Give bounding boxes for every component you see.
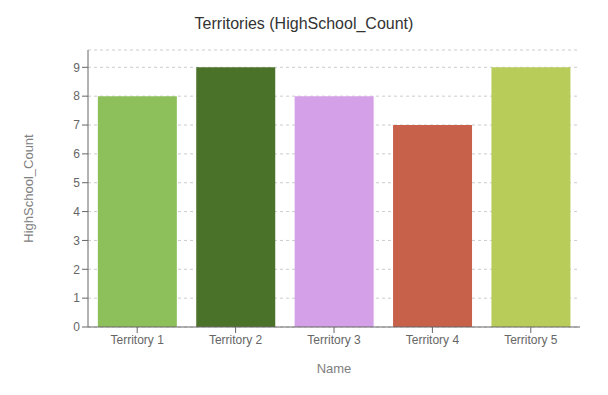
svg-text:1: 1 <box>73 291 80 305</box>
svg-text:Territory 1: Territory 1 <box>111 333 165 347</box>
svg-text:5: 5 <box>73 176 80 190</box>
svg-text:Territory 5: Territory 5 <box>504 333 558 347</box>
svg-text:Name: Name <box>317 361 352 376</box>
svg-text:Territory 4: Territory 4 <box>406 333 460 347</box>
svg-text:6: 6 <box>73 147 80 161</box>
svg-text:Territory 3: Territory 3 <box>307 333 361 347</box>
svg-text:3: 3 <box>73 234 80 248</box>
svg-text:2: 2 <box>73 263 80 277</box>
svg-text:0: 0 <box>73 320 80 334</box>
svg-text:HighSchool_Count: HighSchool_Count <box>21 134 36 243</box>
svg-text:9: 9 <box>73 61 80 75</box>
svg-text:7: 7 <box>73 118 80 132</box>
svg-text:4: 4 <box>73 205 80 219</box>
svg-text:Territory 2: Territory 2 <box>209 333 263 347</box>
html-text:Territories (HighSchool_Count): Territories (HighSchool_Count) <box>194 15 414 32</box>
svg-text:8: 8 <box>73 89 80 103</box>
